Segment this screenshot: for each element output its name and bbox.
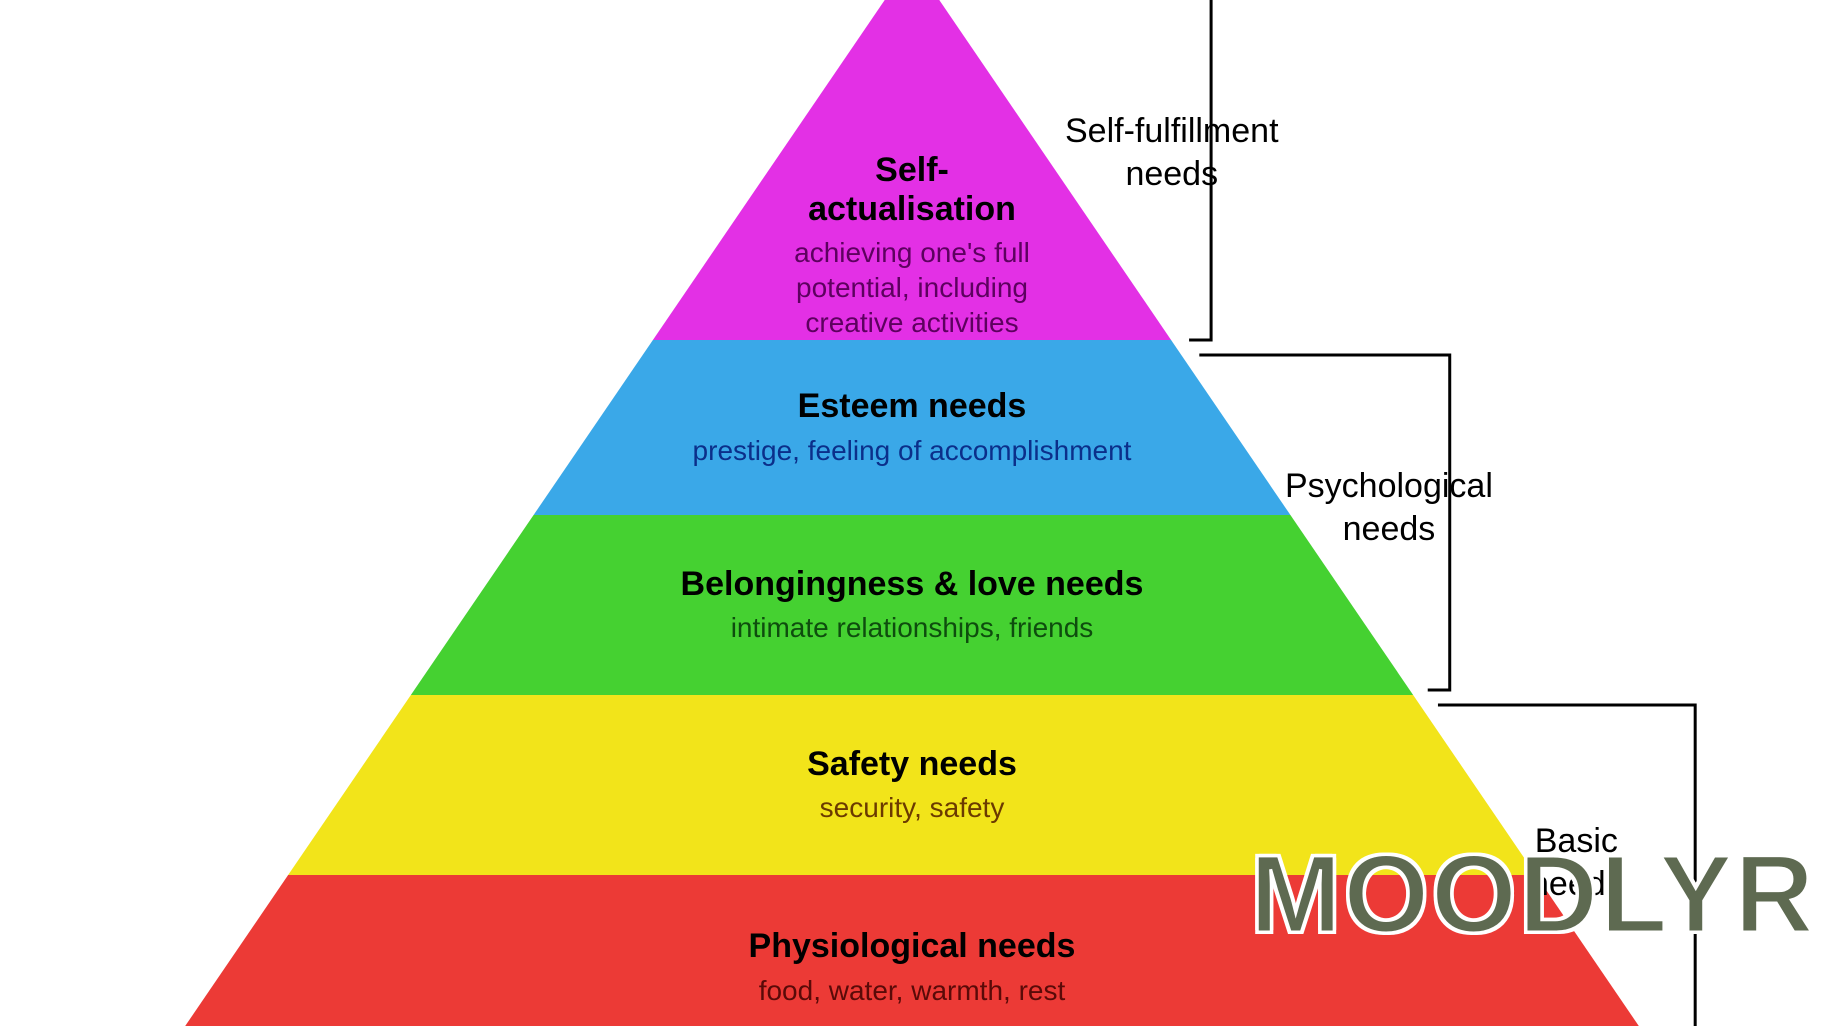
pyramid-level-physiological: Physiological needs food, water, warmth, … — [162, 875, 1662, 1026]
category-label-psychological: Psychological needs — [1285, 465, 1493, 550]
level-description: security, safety — [820, 790, 1005, 825]
category-label-self-fulfillment: Self-fulfillment needs — [1065, 110, 1279, 195]
pyramid-level-self-actualisation: Self- actualisationachieving one's full … — [162, 0, 1662, 368]
level-description: prestige, feeling of accomplishment — [693, 433, 1132, 468]
level-title: Belongingness & love needs — [681, 565, 1144, 604]
level-description: food, water, warmth, rest — [759, 973, 1066, 1008]
level-title: Self- actualisation — [808, 151, 1016, 229]
level-title: Physiological needs — [749, 927, 1076, 966]
category-label-basic: Basic needs — [1530, 820, 1623, 905]
level-title: Safety needs — [807, 745, 1017, 784]
pyramid-level-safety: Safety needs security, safety — [162, 695, 1662, 875]
level-description: achieving one's full potential, includin… — [794, 235, 1030, 340]
level-title: Esteem needs — [798, 387, 1027, 426]
diagram-stage: Self- actualisationachieving one's full … — [0, 0, 1824, 1026]
level-description: intimate relationships, friends — [731, 610, 1094, 645]
